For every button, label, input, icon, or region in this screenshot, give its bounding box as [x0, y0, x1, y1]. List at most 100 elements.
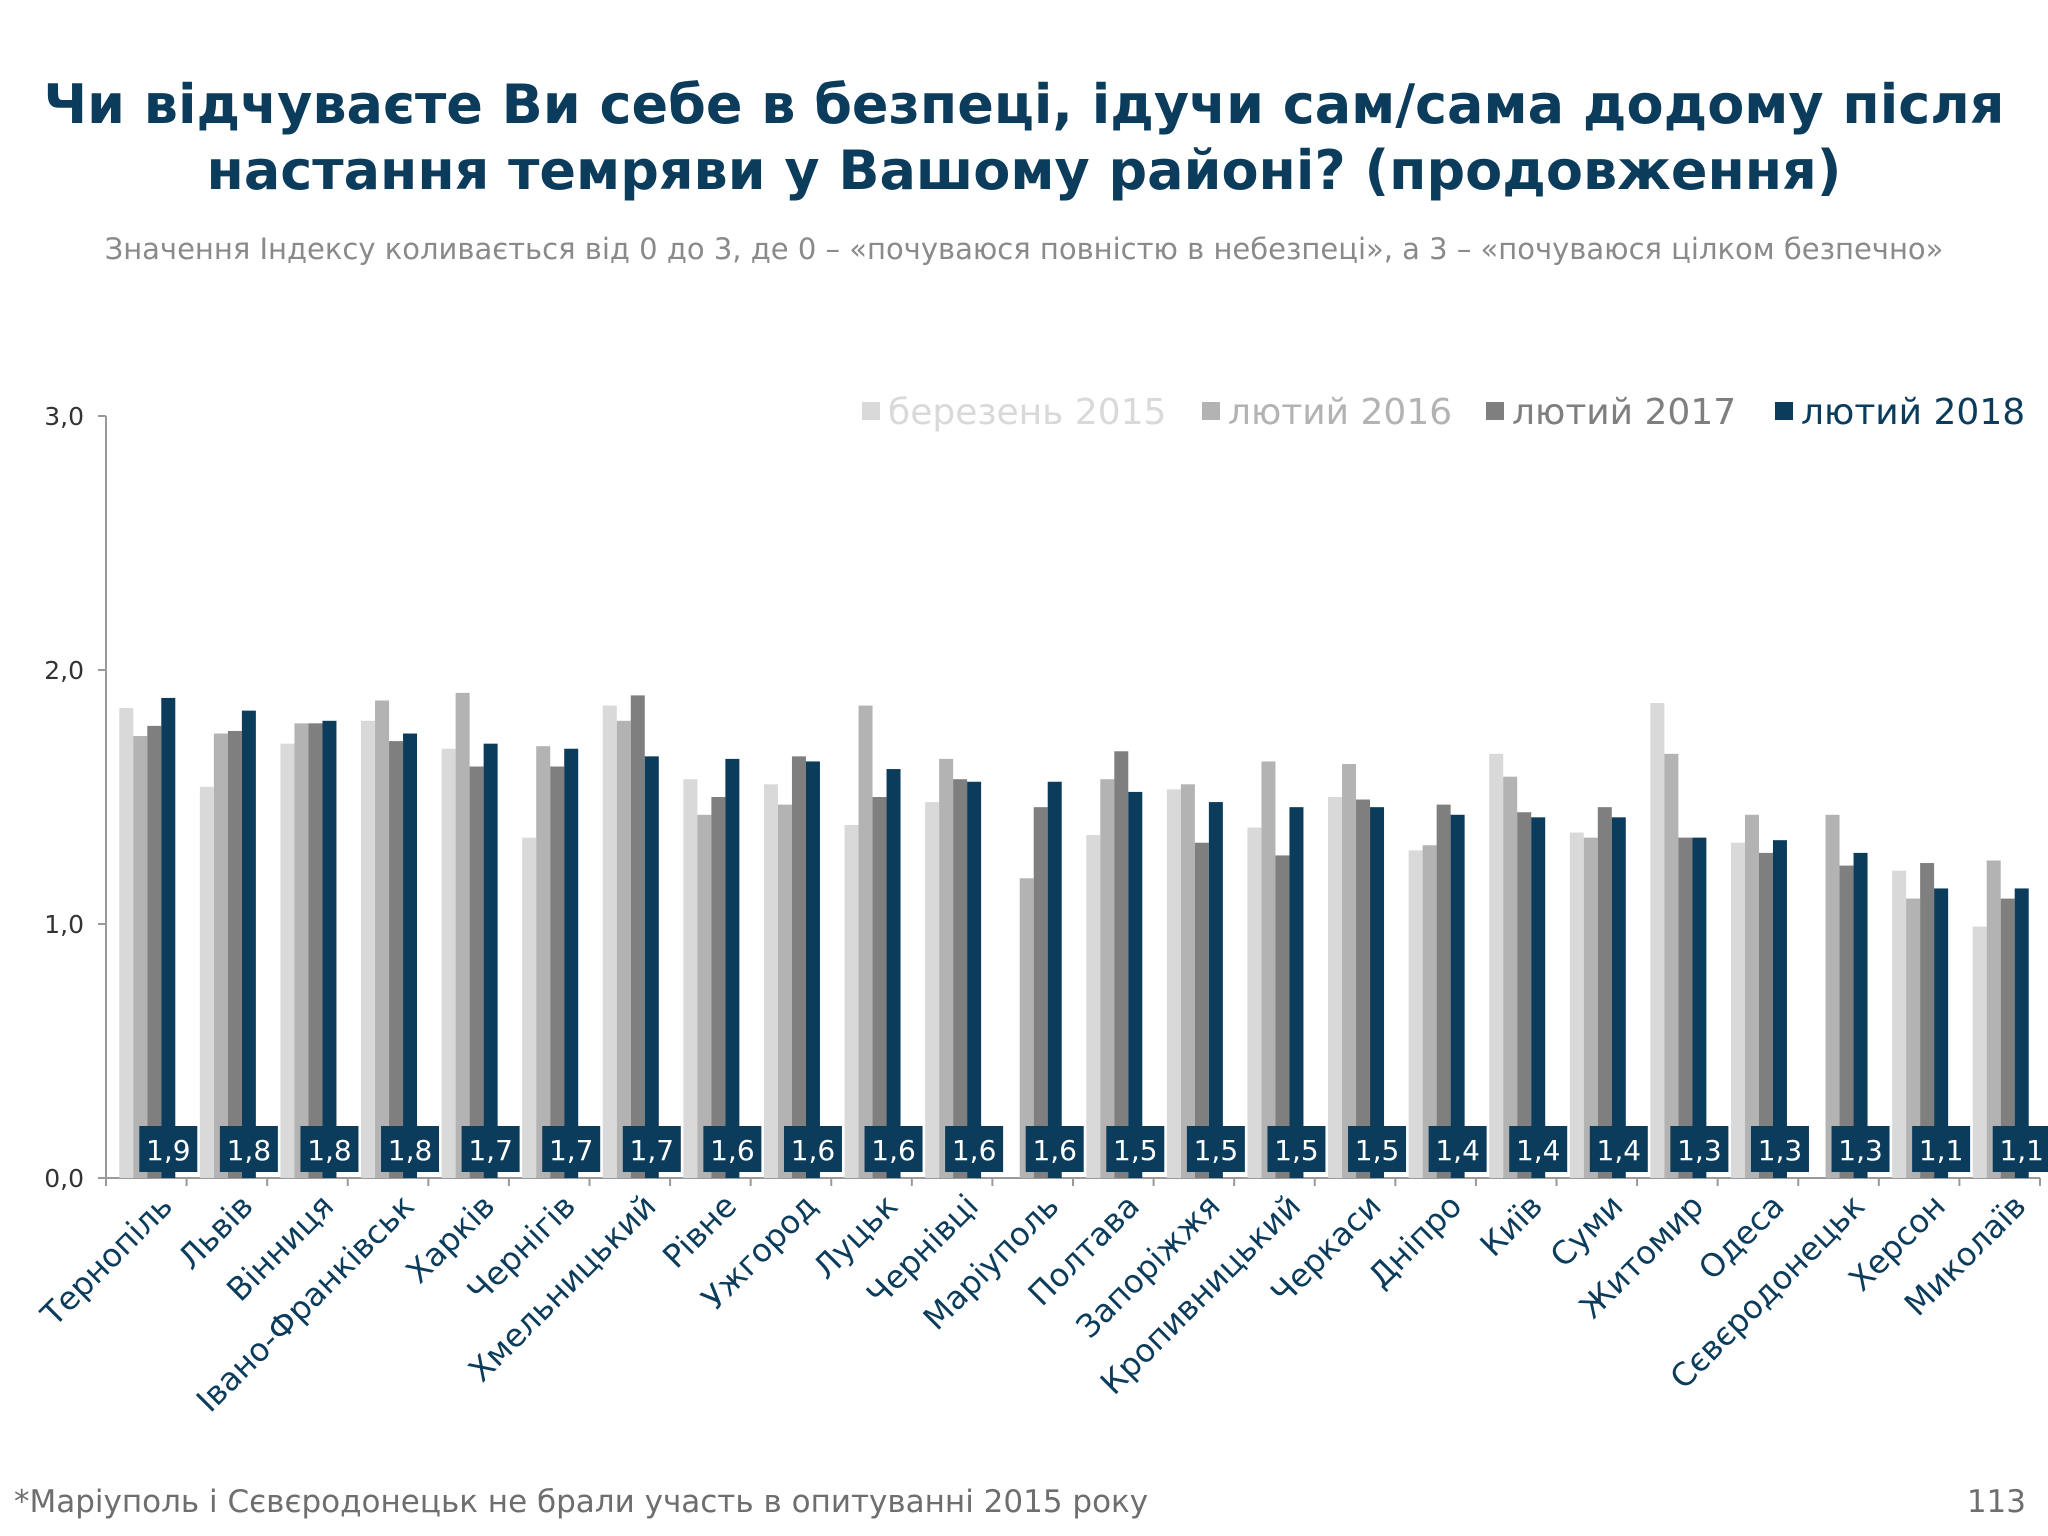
bar [1597, 807, 1612, 1178]
bar [1517, 812, 1532, 1178]
bar [133, 736, 148, 1178]
bar [389, 741, 404, 1178]
data-label: 1,8 [388, 1134, 433, 1167]
bar [1772, 840, 1787, 1178]
legend-swatch [1775, 402, 1793, 420]
bar [683, 779, 698, 1178]
bar [147, 725, 162, 1178]
data-label: 1,3 [1758, 1134, 1803, 1167]
bar [308, 723, 323, 1178]
bar [455, 692, 470, 1178]
bar [294, 723, 309, 1178]
title-line-1: Чи відчуваєте Ви себе в безпеці, ідучи с… [43, 73, 2005, 136]
data-label: 1,9 [146, 1134, 191, 1167]
data-label: 1,1 [1919, 1134, 1964, 1167]
bar [564, 748, 579, 1178]
bar [1825, 814, 1840, 1178]
category-label: Київ [1473, 1187, 1550, 1264]
bar [1019, 878, 1034, 1178]
legend-label: лютий 2017 [1512, 392, 1736, 433]
bar [1531, 817, 1546, 1178]
bar [1275, 855, 1290, 1178]
bar [213, 733, 228, 1178]
data-label-box [703, 1126, 762, 1172]
bar [1569, 832, 1584, 1178]
bar [1208, 802, 1223, 1178]
bar [630, 695, 645, 1178]
subtitle: Значення Індексу коливається від 0 до 3,… [104, 232, 1944, 266]
data-label-box [1912, 1126, 1971, 1172]
bar [725, 758, 740, 1178]
bar [483, 743, 498, 1178]
bar [1986, 860, 2001, 1178]
bar [522, 837, 537, 1178]
data-label: 1,5 [1274, 1134, 1319, 1167]
data-label: 1,7 [468, 1134, 513, 1167]
bar [925, 802, 940, 1178]
bar [1047, 781, 1062, 1178]
bar [469, 766, 484, 1178]
bar [967, 781, 982, 1178]
title-line-2: настання темряви у Вашому районі? (продо… [206, 139, 1842, 202]
legend-label: лютий 2016 [1228, 392, 1452, 433]
bar [1906, 898, 1921, 1178]
bar [763, 784, 778, 1178]
bar [1650, 703, 1665, 1178]
bar [844, 824, 859, 1178]
data-label: 1,4 [1435, 1134, 1480, 1167]
bar [241, 710, 256, 1178]
data-label-box [1348, 1126, 1407, 1172]
legend-label: лютий 2018 [1801, 392, 2025, 433]
data-label-box [381, 1126, 440, 1172]
y-tick-label: 3,0 [44, 402, 84, 431]
data-label: 1,6 [871, 1134, 916, 1167]
bar [280, 743, 295, 1178]
bar [1503, 776, 1518, 1178]
legend-label: березень 2015 [888, 392, 1166, 433]
bar [602, 705, 617, 1178]
bar [939, 758, 954, 1178]
page-number: 113 [1966, 1484, 2026, 1520]
data-label-box [622, 1126, 681, 1172]
bar [1664, 753, 1679, 1178]
legend-swatch [1202, 402, 1220, 420]
bar [441, 748, 456, 1178]
y-tick-label: 2,0 [44, 656, 84, 685]
bar [1972, 926, 1987, 1178]
bar [161, 697, 176, 1178]
data-label-box [139, 1126, 198, 1172]
bar [1328, 797, 1343, 1178]
data-label: 1,7 [549, 1134, 594, 1167]
bar [403, 733, 418, 1178]
data-label-box [1428, 1126, 1487, 1172]
bar [1194, 842, 1209, 1178]
data-label-box [864, 1126, 923, 1172]
data-label: 1,5 [1113, 1134, 1158, 1167]
bar [1408, 850, 1423, 1178]
bar [1839, 865, 1854, 1178]
data-label-box [1589, 1126, 1648, 1172]
data-label: 1,6 [791, 1134, 836, 1167]
footnote: *Маріуполь і Сєвєродонецьк не брали учас… [14, 1484, 1149, 1520]
bar [858, 705, 873, 1178]
data-label-box [1750, 1126, 1809, 1172]
data-label: 1,8 [227, 1134, 272, 1167]
data-label-box [461, 1126, 520, 1172]
bar [1100, 779, 1115, 1178]
bar [1086, 835, 1101, 1178]
data-label-box [1106, 1126, 1165, 1172]
bar [1114, 751, 1129, 1178]
category-label: Тернопіль [33, 1187, 180, 1334]
data-label-box [1831, 1126, 1890, 1172]
bar [1744, 814, 1759, 1178]
data-label: 1,5 [1194, 1134, 1239, 1167]
bar [644, 756, 659, 1178]
bar [1289, 807, 1304, 1178]
bar [1920, 863, 1935, 1178]
data-label: 1,6 [1032, 1134, 1077, 1167]
bar [1892, 870, 1907, 1178]
bar [1261, 761, 1276, 1178]
bar [1730, 842, 1745, 1178]
bar [375, 700, 390, 1178]
